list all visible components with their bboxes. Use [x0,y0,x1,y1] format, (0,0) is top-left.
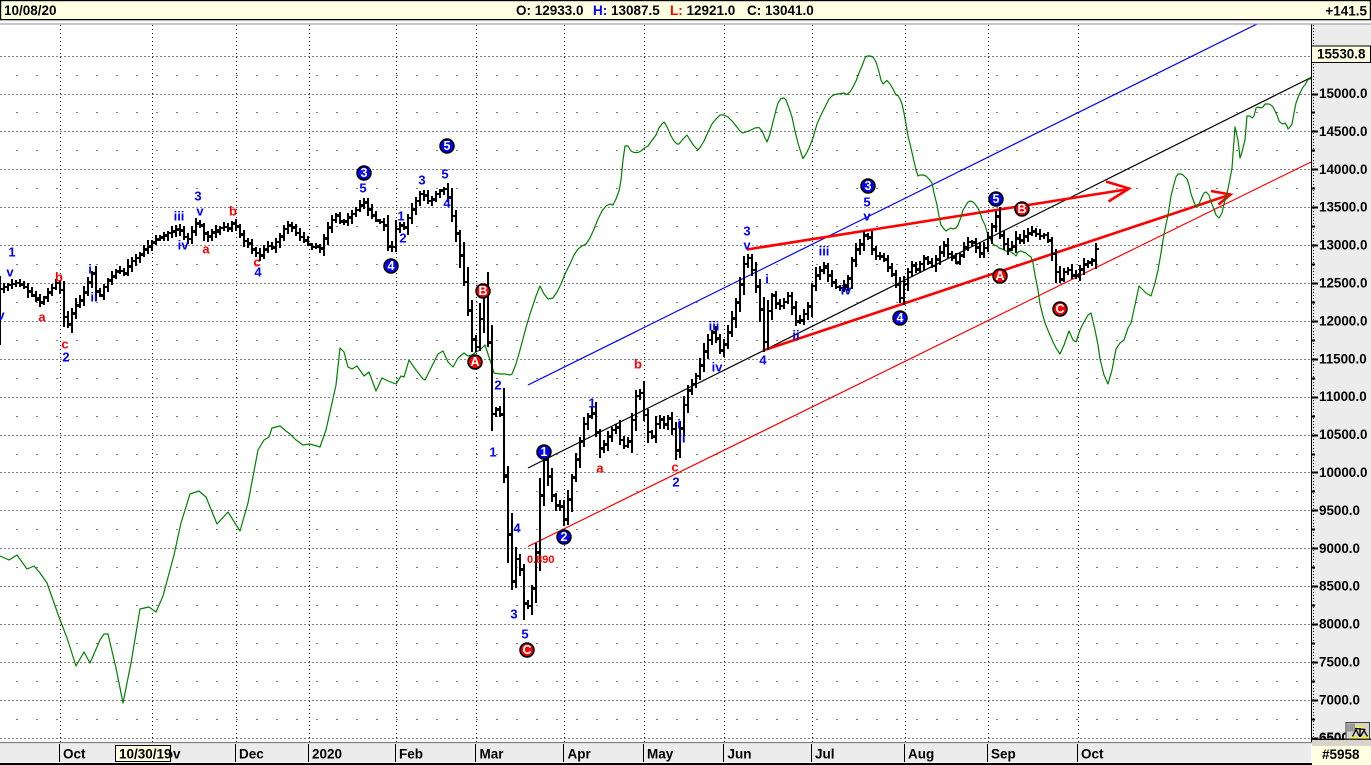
svg-text:11000.0: 11000.0 [1319,389,1367,404]
svg-text:13500.0: 13500.0 [1319,200,1367,215]
svg-text:3: 3 [743,224,750,239]
svg-text:Jul: Jul [815,747,835,762]
svg-text:Mar: Mar [480,747,505,762]
svg-text:iv: iv [178,238,190,253]
svg-text:14000.0: 14000.0 [1319,162,1367,177]
svg-text:2: 2 [399,231,406,246]
svg-text:10/30/19: 10/30/19 [119,747,172,762]
svg-text:3: 3 [361,166,368,180]
svg-text:Apr: Apr [568,747,592,762]
svg-text:2: 2 [62,350,69,365]
svg-text:Oct: Oct [63,747,86,762]
svg-text:a: a [202,242,210,257]
svg-text:2020: 2020 [312,747,342,762]
svg-text:v: v [743,238,751,253]
svg-text:C: C [522,643,531,657]
svg-text:O: 12933.0: O: 12933.0 [516,3,584,18]
svg-text:Feb: Feb [399,747,423,762]
svg-text:11500.0: 11500.0 [1319,351,1367,366]
svg-text:5: 5 [993,192,1000,206]
svg-text:4: 4 [759,353,767,368]
svg-text:1: 1 [588,396,595,411]
svg-text:5: 5 [444,139,451,153]
svg-text:5: 5 [863,195,870,210]
svg-text:4: 4 [513,521,521,536]
svg-text:2: 2 [494,378,501,393]
svg-text:10000.0: 10000.0 [1319,465,1367,480]
svg-text:B: B [1017,202,1026,216]
svg-text:Jun: Jun [728,747,752,762]
svg-text:i: i [88,262,92,277]
svg-text:8500.0: 8500.0 [1319,579,1360,594]
svg-text:a: a [596,461,604,476]
svg-text:b: b [634,357,642,372]
svg-text:4: 4 [897,311,904,325]
svg-text:10/08/20: 10/08/20 [4,3,57,18]
svg-text:C: C [1055,302,1064,316]
svg-text:c: c [253,255,260,270]
svg-text:4: 4 [443,196,451,211]
svg-text:13000.0: 13000.0 [1319,238,1367,253]
svg-text:14500.0: 14500.0 [1319,124,1367,139]
svg-text:iii: iii [174,209,185,224]
svg-text:1: 1 [8,245,15,260]
svg-text:+141.5: +141.5 [1325,4,1367,19]
svg-text:v: v [863,209,871,224]
svg-text:May: May [647,747,674,762]
svg-text:5: 5 [521,627,528,642]
svg-text:5: 5 [441,167,448,182]
svg-text:Dec: Dec [239,747,264,762]
svg-text:iii: iii [819,244,830,259]
svg-text:A: A [995,269,1004,283]
svg-text:i: i [677,417,681,432]
svg-text:ii: ii [90,290,97,305]
svg-text:b: b [55,270,63,285]
svg-text:Oct: Oct [1081,747,1104,762]
svg-text:H: 13087.5: H: 13087.5 [593,3,660,18]
svg-text:3: 3 [510,607,517,622]
svg-text:3: 3 [418,173,425,188]
svg-text:12000.0: 12000.0 [1319,313,1367,328]
svg-text:Sep: Sep [991,747,1016,762]
svg-text:L: 12921.0: L: 12921.0 [670,3,735,18]
svg-text:ii: ii [678,431,685,446]
svg-text:b: b [229,204,237,219]
svg-text:v: v [0,308,5,323]
svg-text:15000.0: 15000.0 [1319,86,1367,101]
svg-text:4: 4 [388,259,395,273]
svg-text:#5958: #5958 [1322,747,1360,762]
svg-text:8000.0: 8000.0 [1319,617,1360,632]
svg-text:0.890: 0.890 [527,554,555,566]
svg-text:7500.0: 7500.0 [1319,655,1360,670]
svg-text:i: i [765,272,769,287]
svg-text:Aug: Aug [908,747,934,762]
svg-text:7000.0: 7000.0 [1319,692,1360,707]
svg-text:10500.0: 10500.0 [1319,427,1367,442]
svg-text:C: 13041.0: C: 13041.0 [747,3,814,18]
svg-text:a: a [38,310,46,325]
svg-text:B: B [478,284,487,298]
svg-text:3: 3 [194,189,201,204]
svg-text:iii: iii [709,319,720,334]
svg-text:5: 5 [359,181,366,196]
svg-text:iv: iv [841,283,853,298]
svg-text:A: A [470,355,479,369]
svg-text:1: 1 [541,445,548,459]
svg-text:2: 2 [672,475,679,490]
svg-text:v: v [6,265,14,280]
svg-text:c: c [671,460,678,475]
svg-text:iv: iv [712,360,724,375]
svg-text:15530.8: 15530.8 [1317,47,1366,62]
svg-text:2: 2 [561,530,568,544]
svg-text:9500.0: 9500.0 [1319,503,1360,518]
svg-text:3: 3 [865,179,872,193]
svg-text:v: v [196,204,204,219]
svg-text:4: 4 [254,265,262,280]
svg-text:12500.0: 12500.0 [1319,276,1367,291]
svg-text:9000.0: 9000.0 [1319,541,1360,556]
svg-text:1: 1 [489,445,496,460]
svg-text:c: c [61,337,68,352]
svg-text:ii: ii [792,328,799,343]
svg-text:1: 1 [397,209,404,224]
